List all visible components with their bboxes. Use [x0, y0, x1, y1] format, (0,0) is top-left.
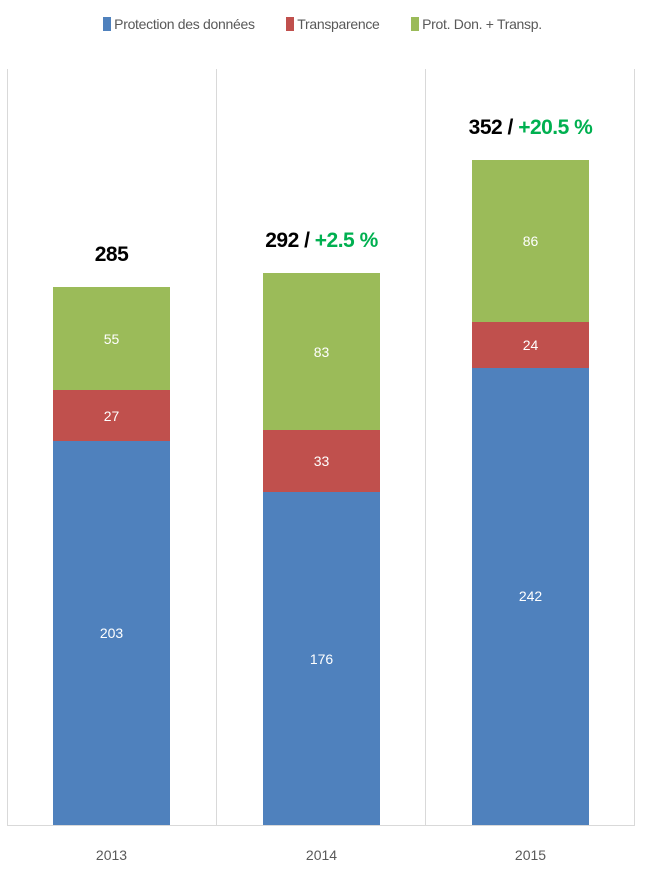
change-percent: +2.5 %: [314, 229, 378, 253]
bar-2015: 242 24 86: [472, 160, 589, 825]
gridline: [7, 69, 8, 825]
bar-segment: 176: [263, 492, 380, 825]
x-tick-label: 2015: [514, 847, 547, 863]
x-tick-label: 2014: [305, 847, 338, 863]
bar-2013: 203 27 55: [53, 286, 170, 825]
gridline: [634, 69, 635, 825]
total-label: 292 / +2.5 %: [265, 229, 378, 253]
gridline: [216, 69, 217, 825]
bar-segment: 86: [472, 160, 589, 323]
legend-label: Prot. Don. + Transp.: [422, 16, 542, 32]
chart-legend: Protection des données Transparence Prot…: [0, 16, 645, 32]
bar-segment: 83: [263, 273, 380, 431]
legend-swatch-red: [286, 17, 295, 31]
total-label: 285: [94, 242, 129, 266]
legend-label: Transparence: [297, 16, 380, 32]
bar-segment: 242: [472, 367, 589, 825]
change-percent: +20.5 %: [518, 116, 593, 139]
total-label: 352 / +20.5 %: [468, 116, 593, 139]
bar-segment: 203: [53, 441, 170, 825]
legend-label: Protection des données: [114, 16, 255, 32]
bar-segment: 24: [472, 322, 589, 368]
bar-segment: 55: [53, 286, 170, 391]
bar-2014: 176 33 83: [263, 273, 380, 825]
bar-segment: 27: [53, 390, 170, 442]
legend-item-transparence: Transparence: [286, 16, 380, 32]
bar-segment: 33: [263, 430, 380, 493]
legend-swatch-green: [411, 17, 420, 31]
legend-item-protection: Protection des données: [103, 16, 255, 32]
legend-swatch-blue: [103, 17, 112, 31]
gridline: [425, 69, 426, 825]
x-axis-line: [7, 825, 635, 826]
legend-item-combined: Prot. Don. + Transp.: [411, 16, 542, 32]
x-tick-label: 2013: [95, 847, 128, 863]
